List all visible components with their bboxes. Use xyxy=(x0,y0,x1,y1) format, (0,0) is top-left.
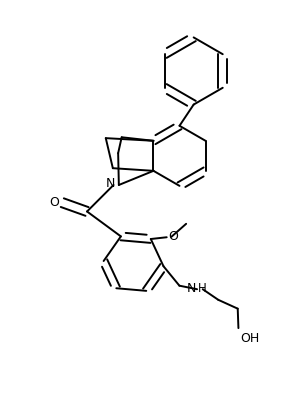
Text: H: H xyxy=(198,282,207,295)
Text: N: N xyxy=(105,177,115,190)
Text: OH: OH xyxy=(240,332,259,345)
Text: O: O xyxy=(169,230,178,243)
Text: O: O xyxy=(50,196,59,209)
Text: N: N xyxy=(187,282,196,295)
